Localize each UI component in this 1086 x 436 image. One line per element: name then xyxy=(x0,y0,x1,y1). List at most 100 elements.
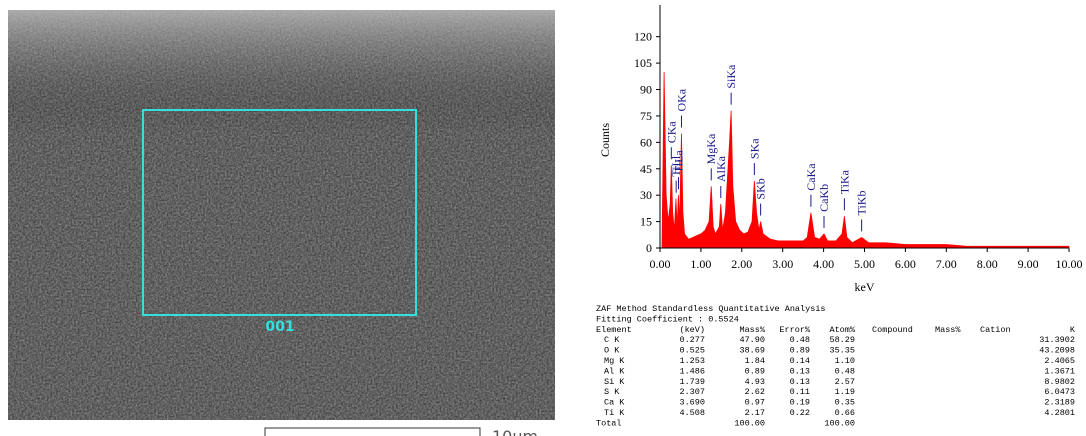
table-cell: 2.4065 xyxy=(1044,356,1075,366)
table-cell: 1.3671 xyxy=(1044,366,1075,376)
peak-label: SiKa xyxy=(724,64,738,89)
peak-label: CKa xyxy=(664,121,678,144)
table-cell: 58.29 xyxy=(829,335,855,345)
x-tick-label: 2.00 xyxy=(731,257,752,271)
column-header: Element xyxy=(596,325,632,335)
table-cell: 2.17 xyxy=(745,408,765,418)
peak-label: SKb xyxy=(754,178,768,199)
table-cell: 0.277 xyxy=(679,335,705,345)
y-axis-label: Counts xyxy=(598,123,612,157)
table-cell: Al K xyxy=(604,366,625,376)
table-cell: 2.57 xyxy=(835,377,855,387)
table-cell: 0.89 xyxy=(745,366,765,376)
total-cell: Total xyxy=(596,418,622,428)
table-cell: 2.62 xyxy=(745,387,765,397)
peak-label: CaKb xyxy=(817,184,831,212)
x-axis-label: keV xyxy=(855,280,875,294)
table-cell: 1.739 xyxy=(679,377,705,387)
table-cell: 8.9802 xyxy=(1044,377,1075,387)
x-tick-label: 9.00 xyxy=(1018,257,1039,271)
table-cell: C K xyxy=(604,335,620,345)
table-cell: 0.13 xyxy=(790,377,810,387)
table-cell: 43.2098 xyxy=(1039,346,1075,356)
x-tick-label: 0.00 xyxy=(650,257,671,271)
table-cell: 2.307 xyxy=(679,387,705,397)
y-tick-label: 30 xyxy=(640,188,652,202)
spectrum-chart: 0 15 30 45 60 75 90 105 120 0.00 1.00 2.00 3.00 4.00 5… xyxy=(598,5,1083,294)
column-header: K xyxy=(1070,325,1076,335)
column-header: Compound xyxy=(872,325,913,335)
peak-label: AlKa xyxy=(714,155,728,182)
table-cell: 4.93 xyxy=(745,377,765,387)
spectrum xyxy=(661,71,1070,249)
y-tick-label: 120 xyxy=(634,30,652,44)
table-cell: 4.508 xyxy=(679,408,705,418)
peak-label: CaKa xyxy=(804,163,818,191)
table-cell: S K xyxy=(604,387,620,397)
table-cell: 47.90 xyxy=(739,335,765,345)
y-tick-label: 90 xyxy=(640,83,652,97)
table-cell: Mg K xyxy=(604,356,625,366)
peak-label: TiLl xyxy=(669,155,683,177)
x-tick-label: 7.00 xyxy=(936,257,957,271)
table-cell: 0.35 xyxy=(835,398,855,408)
column-header: Error% xyxy=(779,325,811,335)
table-cell: 1.10 xyxy=(835,356,855,366)
table-cell: 0.48 xyxy=(790,335,810,345)
peak-label: TiKa xyxy=(837,169,851,194)
region-box xyxy=(142,109,417,316)
table-cell: Si K xyxy=(604,377,625,387)
table-cell: Ca K xyxy=(604,398,625,408)
table-cell: 0.19 xyxy=(790,398,810,408)
total-cell: 100.00 xyxy=(734,418,765,428)
column-header: (keV) xyxy=(679,325,705,335)
table-cell: 3.690 xyxy=(679,398,705,408)
table-cell: 38.69 xyxy=(739,346,765,356)
table-title: ZAF Method Standardless Quantitative Ana… xyxy=(596,304,826,314)
y-tick-label: 75 xyxy=(640,109,652,123)
table-cell: 35.35 xyxy=(829,346,855,356)
y-tick-label: 15 xyxy=(640,215,652,229)
x-tick-label: 3.00 xyxy=(772,257,793,271)
y-tick-label: 0 xyxy=(646,241,652,255)
table-cell: 0.22 xyxy=(790,408,810,418)
y-tick-label: 45 xyxy=(640,162,652,176)
x-tick-label: 10.00 xyxy=(1056,257,1083,271)
table-cell: 0.11 xyxy=(790,387,810,397)
x-tick-label: 8.00 xyxy=(977,257,998,271)
peak-label: TiKb xyxy=(855,191,869,216)
table-cell: O K xyxy=(604,346,620,356)
sem-image: 001 10μm xyxy=(8,10,555,436)
table-cell: 0.97 xyxy=(745,398,765,408)
table-cell: 0.89 xyxy=(790,346,810,356)
fitting-coefficient: Fitting Coefficient : 0.5524 xyxy=(596,314,739,324)
x-tick-label: 4.00 xyxy=(813,257,834,271)
peak-label: SKa xyxy=(747,138,761,159)
column-header: Mass% xyxy=(739,325,765,335)
table-cell: 31.3902 xyxy=(1039,335,1075,345)
x-tick-label: 5.00 xyxy=(854,257,875,271)
total-cell: 100.00 xyxy=(824,418,855,428)
column-header: Cation xyxy=(980,325,1011,335)
table-cell: 1.486 xyxy=(679,366,705,376)
table-cell: 6.0473 xyxy=(1044,387,1075,397)
quant-table: ZAF Method Standardless Quantitative Ana… xyxy=(596,304,1076,428)
peak-label: TiLa xyxy=(671,150,685,174)
scale-bar xyxy=(264,427,481,436)
y-tick-label: 105 xyxy=(634,56,652,70)
table-cell: 0.48 xyxy=(835,366,855,376)
table-cell: 0.66 xyxy=(835,408,855,418)
table-cell: 1.19 xyxy=(835,387,855,397)
x-tick-label: 6.00 xyxy=(895,257,916,271)
table-cell: 2.3189 xyxy=(1044,398,1075,408)
table-cell: 0.14 xyxy=(790,356,810,366)
table-cell: 0.525 xyxy=(679,346,705,356)
peak-label: OKa xyxy=(674,88,688,111)
scale-label: 10μm xyxy=(492,427,538,436)
column-header: Atom% xyxy=(829,325,855,335)
table-cell: 0.13 xyxy=(790,366,810,376)
y-tick-label: 60 xyxy=(640,135,652,149)
region-label: 001 xyxy=(265,319,294,335)
peak-label: MgKa xyxy=(704,133,718,164)
